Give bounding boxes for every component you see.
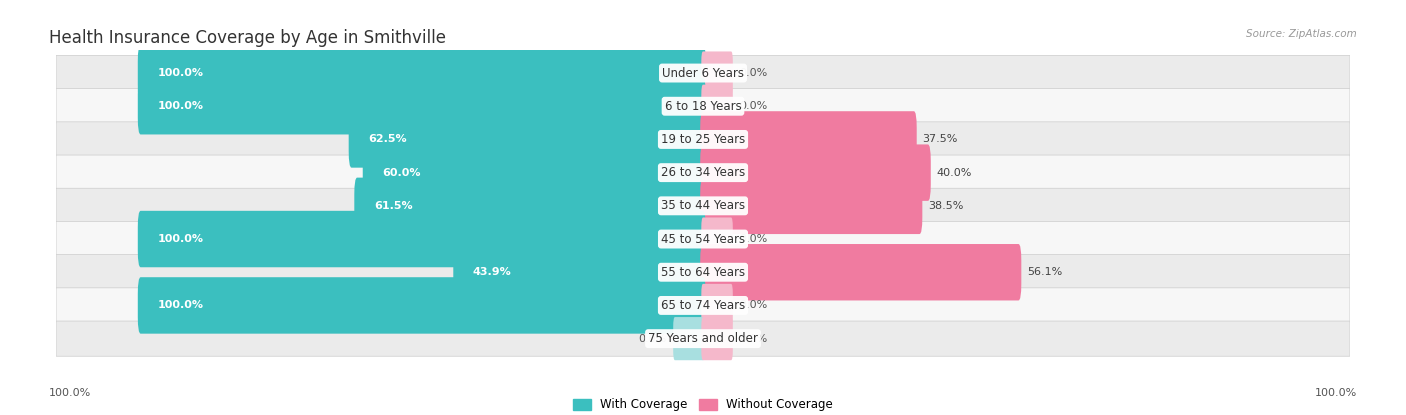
Text: 65 to 74 Years: 65 to 74 Years xyxy=(661,299,745,312)
FancyBboxPatch shape xyxy=(702,51,733,95)
Text: 40.0%: 40.0% xyxy=(936,168,972,178)
Text: 0.0%: 0.0% xyxy=(740,334,768,344)
Text: 38.5%: 38.5% xyxy=(928,201,963,211)
FancyBboxPatch shape xyxy=(56,288,1350,323)
Text: Health Insurance Coverage by Age in Smithville: Health Insurance Coverage by Age in Smit… xyxy=(49,29,446,47)
FancyBboxPatch shape xyxy=(56,155,1350,190)
FancyBboxPatch shape xyxy=(700,178,922,234)
FancyBboxPatch shape xyxy=(702,217,733,261)
FancyBboxPatch shape xyxy=(363,144,706,201)
Text: 26 to 34 Years: 26 to 34 Years xyxy=(661,166,745,179)
Text: 0.0%: 0.0% xyxy=(740,68,768,78)
Text: 6 to 18 Years: 6 to 18 Years xyxy=(665,100,741,113)
FancyBboxPatch shape xyxy=(56,188,1350,223)
Text: 0.0%: 0.0% xyxy=(740,101,768,111)
FancyBboxPatch shape xyxy=(700,144,931,201)
Text: 100.0%: 100.0% xyxy=(157,234,204,244)
Text: 100.0%: 100.0% xyxy=(1315,388,1357,398)
Text: 75 Years and older: 75 Years and older xyxy=(648,332,758,345)
Text: 35 to 44 Years: 35 to 44 Years xyxy=(661,199,745,212)
FancyBboxPatch shape xyxy=(349,111,706,168)
Text: 62.5%: 62.5% xyxy=(368,134,406,144)
FancyBboxPatch shape xyxy=(702,284,733,327)
FancyBboxPatch shape xyxy=(56,56,1350,90)
Text: Source: ZipAtlas.com: Source: ZipAtlas.com xyxy=(1246,29,1357,39)
Text: 43.9%: 43.9% xyxy=(472,267,512,277)
Text: 100.0%: 100.0% xyxy=(49,388,91,398)
FancyBboxPatch shape xyxy=(354,178,706,234)
Text: 37.5%: 37.5% xyxy=(922,134,957,144)
FancyBboxPatch shape xyxy=(56,222,1350,256)
FancyBboxPatch shape xyxy=(702,317,733,360)
Text: 100.0%: 100.0% xyxy=(157,68,204,78)
FancyBboxPatch shape xyxy=(138,277,706,334)
FancyBboxPatch shape xyxy=(138,78,706,134)
Text: 100.0%: 100.0% xyxy=(157,300,204,310)
FancyBboxPatch shape xyxy=(702,85,733,128)
FancyBboxPatch shape xyxy=(700,111,917,168)
Text: 0.0%: 0.0% xyxy=(740,300,768,310)
FancyBboxPatch shape xyxy=(56,255,1350,290)
FancyBboxPatch shape xyxy=(138,211,706,267)
FancyBboxPatch shape xyxy=(56,89,1350,124)
FancyBboxPatch shape xyxy=(56,122,1350,157)
Text: 0.0%: 0.0% xyxy=(740,234,768,244)
FancyBboxPatch shape xyxy=(673,317,704,360)
FancyBboxPatch shape xyxy=(700,244,1021,300)
Text: 56.1%: 56.1% xyxy=(1026,267,1062,277)
Text: 0.0%: 0.0% xyxy=(638,334,666,344)
FancyBboxPatch shape xyxy=(56,321,1350,356)
Text: Under 6 Years: Under 6 Years xyxy=(662,66,744,80)
Text: 60.0%: 60.0% xyxy=(382,168,420,178)
Text: 45 to 54 Years: 45 to 54 Years xyxy=(661,232,745,246)
FancyBboxPatch shape xyxy=(138,45,706,101)
FancyBboxPatch shape xyxy=(453,244,706,300)
Legend: With Coverage, Without Coverage: With Coverage, Without Coverage xyxy=(568,393,838,415)
Text: 55 to 64 Years: 55 to 64 Years xyxy=(661,266,745,279)
Text: 100.0%: 100.0% xyxy=(157,101,204,111)
Text: 61.5%: 61.5% xyxy=(374,201,412,211)
Text: 19 to 25 Years: 19 to 25 Years xyxy=(661,133,745,146)
